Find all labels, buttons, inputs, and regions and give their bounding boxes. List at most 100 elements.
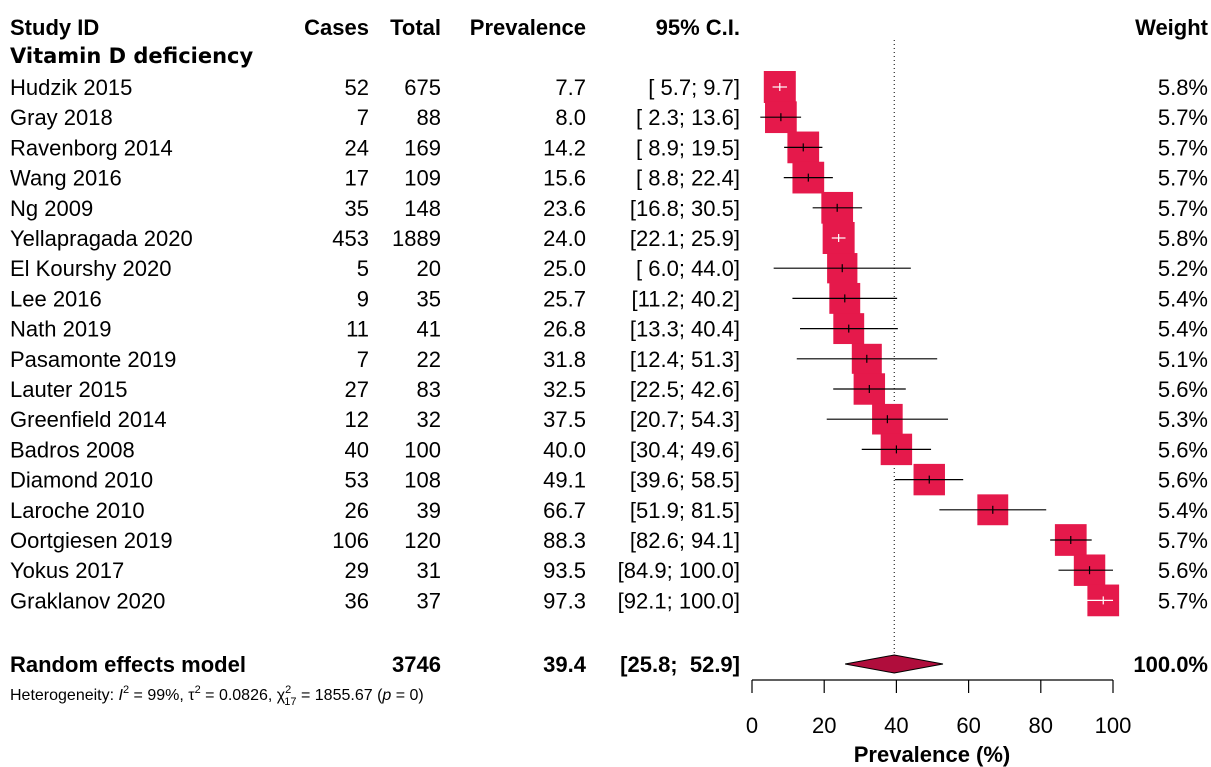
- pooled-prevalence: 39.4: [543, 652, 587, 677]
- study-rows: Hudzik 2015 52 675 7.7 [ 5.7; 9.7] 5.8% Gray 2…: [10, 71, 1208, 617]
- study-name: Greenfield 2014: [10, 407, 167, 432]
- study-weight: 5.7%: [1158, 166, 1208, 191]
- study-prevalence: 97.3: [543, 588, 586, 613]
- x-tick-label: 0: [746, 713, 758, 738]
- study-total: 1889: [392, 226, 441, 251]
- study-ci: [16.8; 30.5]: [630, 196, 740, 221]
- heterogeneity-text: Heterogeneity: I2 = 99%, τ2 = 0.0826, χ2…: [10, 684, 424, 708]
- study-ci: [ 8.8; 22.4]: [636, 166, 740, 191]
- study-name: Oortgiesen 2019: [10, 528, 173, 553]
- study-prevalence: 23.6: [543, 196, 586, 221]
- x-axis-title: Prevalence (%): [854, 742, 1011, 767]
- study-cases: 24: [345, 135, 369, 160]
- study-weight: 5.6%: [1158, 558, 1208, 583]
- study-cases: 9: [357, 286, 369, 311]
- study-name: Hudzik 2015: [10, 75, 132, 100]
- study-ci: [84.9; 100.0]: [618, 558, 740, 583]
- study-cases: 27: [345, 377, 369, 402]
- study-cases: 35: [345, 196, 369, 221]
- study-name: Yokus 2017: [10, 558, 124, 583]
- study-prevalence: 7.7: [555, 75, 586, 100]
- study-ci: [30.4; 49.6]: [630, 437, 740, 462]
- study-total: 31: [417, 558, 441, 583]
- study-prevalence: 37.5: [543, 407, 586, 432]
- subgroup-label: Vitamin D deficiency: [10, 44, 254, 68]
- study-weight: 5.7%: [1158, 528, 1208, 553]
- study-cases: 26: [345, 498, 369, 523]
- pooled-label: Random effects model: [10, 652, 246, 677]
- study-cases: 53: [345, 468, 369, 493]
- study-ci: [ 2.3; 13.6]: [636, 105, 740, 130]
- study-ci: [92.1; 100.0]: [618, 588, 740, 613]
- study-total: 35: [417, 286, 441, 311]
- x-axis: 0 20 40 60 80 100: [746, 679, 1132, 738]
- study-weight: 5.7%: [1158, 588, 1208, 613]
- study-cases: 40: [345, 437, 369, 462]
- study-name: El Kourshy 2020: [10, 256, 171, 281]
- study-weight: 5.7%: [1158, 196, 1208, 221]
- study-total: 169: [404, 135, 441, 160]
- study-name: Ravenborg 2014: [10, 135, 173, 160]
- study-ci: [82.6; 94.1]: [630, 528, 740, 553]
- study-ci: [11.2; 40.2]: [632, 286, 740, 311]
- study-weight: 5.4%: [1158, 317, 1208, 342]
- header-weight: Weight: [1135, 15, 1209, 40]
- study-cases: 29: [345, 558, 369, 583]
- x-tick-label: 40: [884, 713, 908, 738]
- study-cases: 106: [332, 528, 369, 553]
- study-weight: 5.7%: [1158, 105, 1208, 130]
- study-total: 83: [417, 377, 441, 402]
- header-cases: Cases: [304, 15, 369, 40]
- study-ci: [13.3; 40.4]: [630, 317, 740, 342]
- study-total: 109: [404, 166, 441, 191]
- pooled-diamond: [845, 654, 944, 674]
- x-tick-label: 80: [1029, 713, 1053, 738]
- study-name: Badros 2008: [10, 437, 135, 462]
- study-ci: [39.6; 58.5]: [630, 468, 740, 493]
- study-weight: 5.7%: [1158, 135, 1208, 160]
- pooled-weight: 100.0%: [1133, 652, 1208, 677]
- study-total: 675: [404, 75, 441, 100]
- study-total: 22: [417, 347, 441, 372]
- study-prevalence: 88.3: [543, 528, 586, 553]
- study-total: 39: [417, 498, 441, 523]
- study-weight: 5.4%: [1158, 286, 1208, 311]
- study-cases: 36: [345, 588, 369, 613]
- study-name: Laroche 2010: [10, 498, 145, 523]
- study-cases: 7: [357, 105, 369, 130]
- header-total: Total: [390, 15, 441, 40]
- study-ci: [22.1; 25.9]: [630, 226, 740, 251]
- study-prevalence: 26.8: [543, 317, 586, 342]
- study-total: 100: [404, 437, 441, 462]
- study-weight: 5.8%: [1158, 75, 1208, 100]
- study-cases: 12: [345, 407, 369, 432]
- study-total: 108: [404, 468, 441, 493]
- study-total: 41: [417, 317, 441, 342]
- study-name: Pasamonte 2019: [10, 347, 176, 372]
- study-ci: [22.5; 42.6]: [630, 377, 740, 402]
- study-weight: 5.3%: [1158, 407, 1208, 432]
- x-tick-label: 20: [812, 713, 836, 738]
- study-total: 120: [404, 528, 441, 553]
- study-weight: 5.4%: [1158, 498, 1208, 523]
- study-name: Wang 2016: [10, 166, 122, 191]
- study-prevalence: 93.5: [543, 558, 586, 583]
- study-ci: [51.9; 81.5]: [630, 498, 740, 523]
- study-ci: [ 5.7; 9.7]: [648, 75, 740, 100]
- study-total: 32: [417, 407, 441, 432]
- study-name: Diamond 2010: [10, 468, 153, 493]
- study-ci: [ 8.9; 19.5]: [636, 135, 740, 160]
- study-prevalence: 40.0: [543, 437, 586, 462]
- x-tick-label: 100: [1095, 713, 1132, 738]
- study-prevalence: 66.7: [543, 498, 586, 523]
- study-weight: 5.2%: [1158, 256, 1208, 281]
- study-name: Yellapragada 2020: [10, 226, 193, 251]
- header-ci: 95% C.I.: [656, 15, 740, 40]
- study-cases: 7: [357, 347, 369, 372]
- study-cases: 11: [346, 317, 369, 342]
- study-name: Graklanov 2020: [10, 588, 165, 613]
- study-prevalence: 25.0: [543, 256, 586, 281]
- study-cases: 52: [345, 75, 369, 100]
- study-prevalence: 25.7: [543, 286, 586, 311]
